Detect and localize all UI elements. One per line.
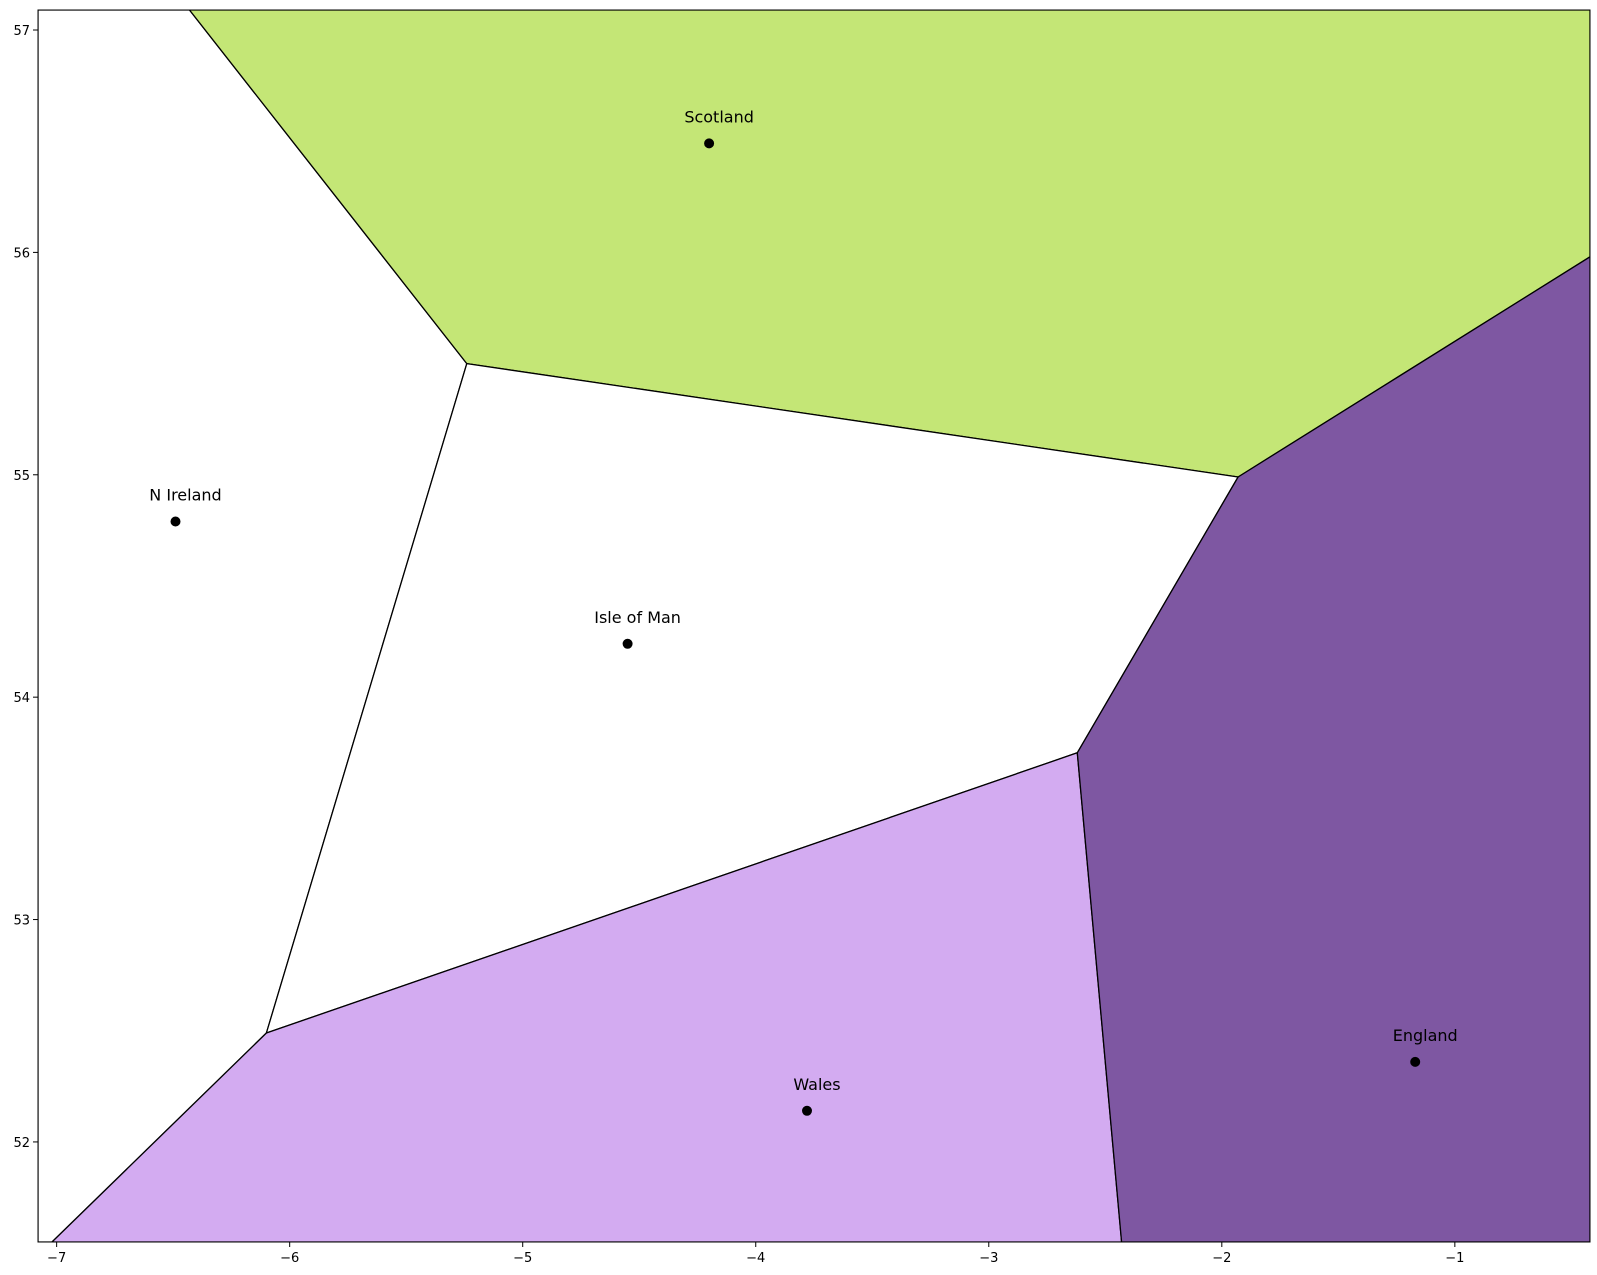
x-tick-label: −2: [1212, 1251, 1231, 1266]
x-axis: −7 −6 −5 −4 −3 −2 −1: [47, 1242, 1464, 1266]
point-label-n-ireland: N Ireland: [149, 486, 221, 505]
point-scotland: [704, 138, 715, 149]
point-wales: [802, 1105, 812, 1116]
x-tick-label: −6: [280, 1251, 299, 1266]
x-tick-label: −7: [47, 1251, 66, 1266]
y-tick-label: 52: [13, 1136, 30, 1151]
point-label-scotland: Scotland: [684, 107, 754, 126]
region-wales: [51, 752, 1123, 1242]
y-tick-label: 57: [13, 24, 30, 39]
x-tick-label: −1: [1445, 1251, 1464, 1266]
labels-layer: Scotland N Ireland Isle of Man Wales England: [149, 107, 1457, 1093]
y-axis: 52 53 54 55 56 57: [13, 24, 38, 1151]
point-label-wales: Wales: [793, 1075, 840, 1094]
point-label-england: England: [1393, 1026, 1458, 1045]
y-tick-label: 55: [13, 469, 30, 484]
y-tick-label: 53: [13, 914, 30, 929]
point-england: [1410, 1056, 1421, 1067]
regions-layer: [38, 10, 1590, 1242]
y-tick-label: 56: [13, 246, 30, 261]
x-tick-label: −3: [979, 1251, 998, 1266]
point-isle-of-man: [622, 638, 633, 649]
region-england: [1076, 256, 1590, 1242]
y-tick-label: 54: [13, 691, 30, 706]
point-n-ireland: [170, 516, 181, 527]
point-label-isle-of-man: Isle of Man: [594, 608, 681, 627]
x-tick-label: −5: [513, 1251, 532, 1266]
x-tick-label: −4: [746, 1251, 765, 1266]
plot-frame: [37, 9, 1591, 1243]
points-layer: [170, 138, 1421, 1116]
